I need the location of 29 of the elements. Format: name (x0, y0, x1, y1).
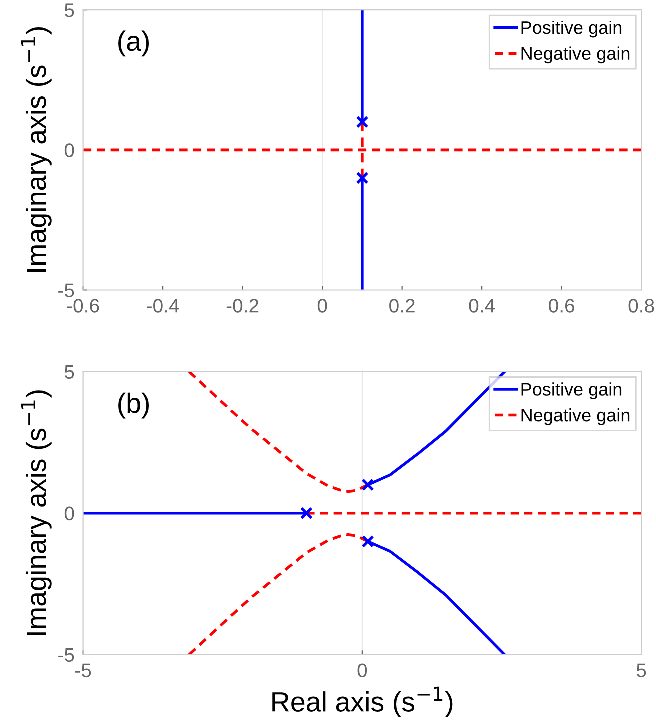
y-axis-title: Imaginary axis (s$^{−1}$) (21, 27, 52, 272)
x-tick-label: 0.8 (628, 299, 654, 313)
x-tick-label: 0 (318, 299, 328, 313)
x-tick-label: 0.6 (549, 299, 574, 313)
x-tick-label: -0.4 (147, 299, 180, 313)
legend-label: Negative gain (522, 408, 630, 426)
y-tick-label: 0 (64, 144, 74, 158)
point (362, 478, 374, 492)
point (300, 507, 313, 520)
y-axis-title: Imaginary axis (s$^{−1}$) (21, 390, 52, 636)
y-tick-label: 5 (64, 366, 74, 380)
y-tick-label: -5 (58, 284, 74, 298)
x-tick-label: 0.4 (469, 299, 496, 313)
x-tick-label: -0.6 (67, 299, 100, 313)
x-tick-label: 0.2 (390, 299, 415, 313)
x-tick-label: 5 (636, 664, 646, 678)
legend-label: Positive gain (522, 382, 622, 400)
x-tick-label: -0.2 (226, 299, 259, 313)
y-tick-label: 0 (64, 506, 74, 521)
x-tick-label: 0 (358, 664, 368, 678)
annotation: (b) (118, 392, 150, 419)
legend-label: Positive gain (522, 20, 622, 38)
y-tick-label: -5 (58, 648, 74, 662)
annotation: (a) (118, 30, 150, 57)
point (362, 535, 374, 548)
x-tick-label: -5 (76, 664, 92, 678)
x-axis-title: Real axis (s$^{−1}$) (272, 686, 453, 718)
legend-label: Negative gain (522, 46, 630, 64)
y-tick-label: 5 (64, 4, 74, 18)
